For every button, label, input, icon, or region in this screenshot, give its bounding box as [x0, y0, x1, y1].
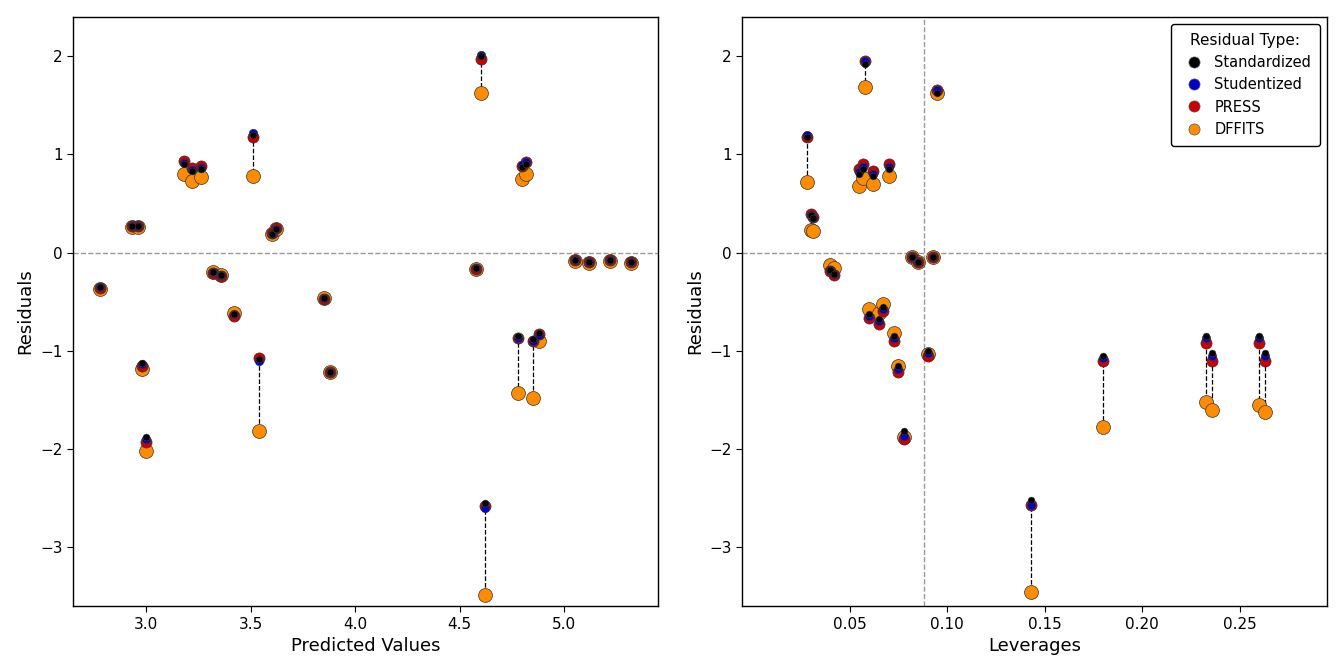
Y-axis label: Residuals: Residuals [16, 269, 35, 354]
X-axis label: Leverages: Leverages [988, 637, 1082, 655]
Y-axis label: Residuals: Residuals [685, 269, 704, 354]
X-axis label: Predicted Values: Predicted Values [290, 637, 441, 655]
Legend: Standardized, Studentized, PRESS, DFFITS: Standardized, Studentized, PRESS, DFFITS [1171, 24, 1320, 146]
